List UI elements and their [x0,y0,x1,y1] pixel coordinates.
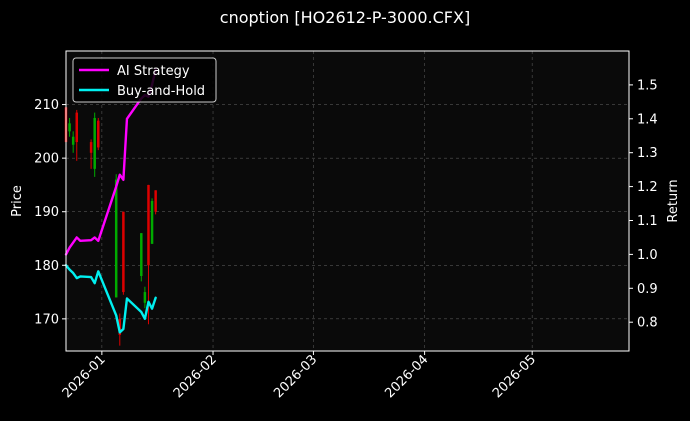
right-axis: 0.8 0.9 1.0 1.1 1.2 1.3 1.4 1.5 [629,78,658,331]
candle-body-2026-01-07 [122,211,125,293]
x-tick-label-2026-05: 2026-05 [490,352,539,401]
candle-body-2026-01-12 [140,233,143,276]
y-tick-label-200: 200 [34,152,59,167]
candle-body-2025-12-31 [97,120,100,148]
y2-axis-label: Return [666,179,681,222]
legend: AI Strategy Buy-and-Hold [72,57,217,103]
candle-body-2026-01-16 [154,190,157,212]
y-tick-label-170: 170 [34,312,59,327]
candle-body-2025-12-24 [71,136,75,145]
y2-tick-label-1.2: 1.2 [637,180,658,195]
y2-tick-label-1.3: 1.3 [637,146,658,161]
y2-tick-label-1.0: 1.0 [637,248,658,263]
candle-body-2026-01-15 [150,201,154,244]
x-tick-label-2026-04: 2026-04 [382,352,431,401]
x-tick-label-2026-01: 2026-01 [60,352,109,401]
y2-tick-label-1.5: 1.5 [637,78,658,93]
y2-tick-label-1.4: 1.4 [637,112,658,127]
y-axis-label: Price [10,185,25,217]
candle-body-2025-12-25 [75,112,79,143]
x-tick-label-2026-02: 2026-02 [171,352,220,401]
y2-tick-label-0.9: 0.9 [637,282,658,297]
series-line-buy-and-hold [64,264,157,334]
y-tick-label-210: 210 [34,98,59,113]
y-tick-label-180: 180 [34,259,59,274]
x-axis: 2026-01 2026-02 2026-03 2026-04 2026-05 [60,351,539,401]
candle-body-2026-01-05 [114,179,118,298]
y2-tick-label-0.8: 0.8 [637,316,658,331]
candle-body-2025-12-23 [68,123,71,132]
candlesticks [64,93,157,346]
candle-body-2026-01-14 [147,184,150,266]
legend-label-ai-strategy: AI Strategy [117,64,190,79]
plot-frame [65,50,630,352]
candle-body-2025-12-29 [89,142,93,153]
left-axis: 170 180 190 200 210 [34,98,66,327]
candle-body-2026-01-13 [143,292,147,303]
legend-label-buy-and-hold: Buy-and-Hold [117,84,205,99]
y-tick-label-190: 190 [34,205,59,220]
x-tick-label-2026-03: 2026-03 [271,352,320,401]
candle-body-2025-12-30 [93,117,96,169]
y2-tick-label-1.1: 1.1 [637,214,658,229]
chart-title: cnoption [HO2612-P-3000.CFX] [220,8,470,27]
